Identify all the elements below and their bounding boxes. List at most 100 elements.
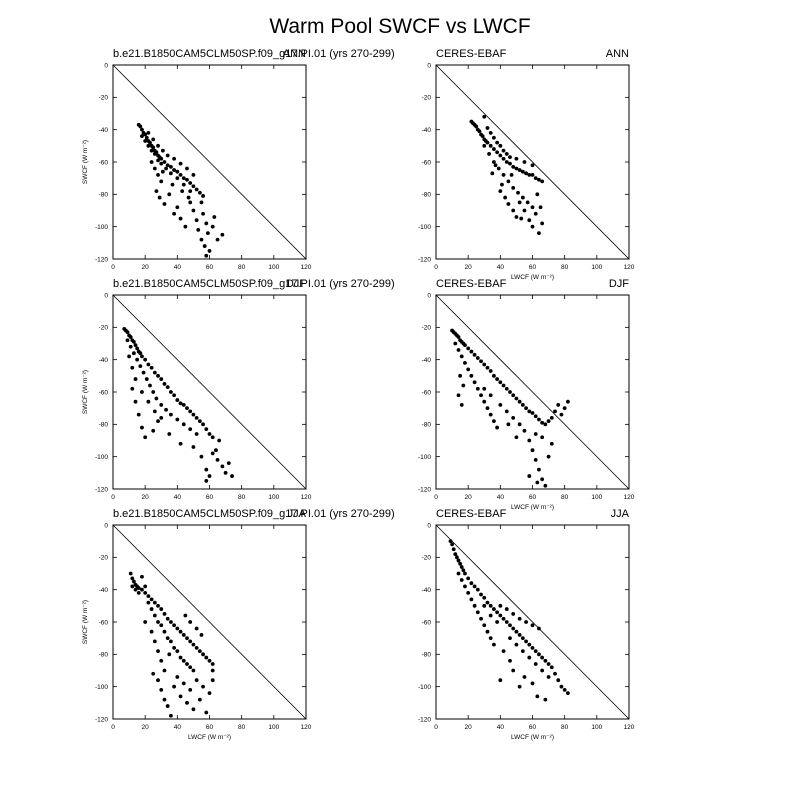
x-tick-label: 100 (591, 264, 602, 271)
data-point (463, 571, 467, 576)
y-tick-label: -100 (418, 224, 431, 231)
data-point (191, 642, 196, 647)
data-point (172, 645, 177, 650)
x-tick-label: 0 (111, 494, 115, 501)
data-point (181, 422, 186, 427)
data-point (207, 658, 212, 663)
panel-title-left: b.e21.B1850CAM5CLM50SP.f09_g17.PI.01 (yr… (113, 48, 395, 60)
data-point (524, 620, 528, 624)
data-point (492, 160, 496, 164)
data-point (522, 160, 527, 164)
panel-title-left: b.e21.B1850CAM5CLM50SP.f09_g17.PI.01 (yr… (113, 508, 395, 520)
data-point (175, 649, 180, 653)
data-point (533, 662, 538, 666)
data-point (151, 390, 156, 394)
y-tick-label: -120 (95, 486, 108, 493)
data-point (194, 678, 199, 683)
data-point (162, 382, 167, 386)
data-point (469, 581, 474, 586)
y-tick-label: -60 (99, 159, 109, 166)
data-point (527, 438, 532, 443)
data-point (181, 658, 186, 663)
data-point (162, 202, 167, 206)
data-point (504, 620, 509, 624)
data-point (517, 616, 522, 621)
data-point (162, 697, 167, 702)
data-point (197, 190, 202, 195)
data-point (172, 684, 177, 689)
data-point (514, 629, 519, 634)
panel-title-left: b.e21.B1850CAM5CLM50SP.f09_g17.PI.01 (yr… (113, 278, 395, 290)
data-point (201, 684, 205, 689)
y-tick-label: -60 (99, 389, 109, 396)
x-tick-label: 20 (142, 494, 150, 501)
data-point (453, 552, 458, 556)
data-point (498, 189, 503, 194)
data-point (517, 684, 522, 689)
data-point (530, 623, 535, 628)
data-point (488, 603, 493, 608)
data-point (207, 432, 212, 436)
data-point (169, 164, 173, 169)
data-point (498, 380, 503, 385)
data-point (197, 649, 202, 653)
x-axis-label: LWCF (W m⁻²) (188, 734, 231, 741)
data-point (210, 678, 215, 683)
data-point (128, 571, 133, 576)
x-tick-label: 60 (529, 724, 537, 731)
data-point (175, 205, 180, 210)
data-point (143, 591, 148, 595)
data-point (485, 140, 490, 145)
data-point (511, 626, 516, 631)
data-point (159, 658, 164, 663)
y-tick-label: -60 (422, 619, 432, 626)
data-point (172, 623, 177, 628)
data-point (149, 597, 154, 602)
data-point (156, 158, 160, 163)
data-point (156, 620, 160, 624)
data-point (204, 655, 209, 660)
data-point (508, 390, 512, 394)
data-point (485, 126, 490, 130)
data-point (204, 221, 209, 226)
data-point (162, 160, 167, 164)
data-point (188, 181, 193, 185)
data-point (135, 357, 140, 362)
scatter-panel-6: CERES-EBAF JJA 0 20 40 60 80 100 120 0 -20 -40 -60 -8… (418, 508, 635, 741)
data-point (495, 620, 500, 624)
data-point (501, 616, 506, 621)
data-point (487, 152, 491, 156)
y-tick-label: -100 (418, 684, 431, 691)
data-point (136, 591, 141, 595)
data-point (522, 428, 527, 433)
data-point (520, 195, 525, 200)
data-point (535, 694, 540, 699)
data-point (186, 195, 191, 200)
data-point (500, 182, 504, 187)
x-tick-label: 40 (174, 264, 182, 271)
data-point (540, 668, 545, 673)
scatter-panel-1: b.e21.B1850CAM5CLM50SP.f09_g17.PI.01 (yr… (82, 48, 395, 271)
data-point (533, 649, 538, 653)
data-point (140, 390, 144, 394)
data-point (167, 652, 172, 657)
y-tick-label: -40 (99, 127, 109, 134)
data-point (456, 335, 461, 339)
data-point (178, 216, 183, 221)
x-tick-label: 80 (561, 724, 569, 731)
data-point (537, 467, 541, 472)
panel-title-left: CERES-EBAF (436, 508, 507, 520)
reference-line (435, 64, 630, 260)
data-point (132, 339, 136, 344)
data-point (143, 435, 148, 440)
y-tick-label: -20 (422, 95, 432, 102)
data-point (517, 200, 522, 205)
data-point (194, 415, 199, 420)
data-point (188, 427, 193, 432)
data-point (492, 642, 496, 647)
data-point (143, 584, 148, 589)
x-tick-label: 60 (206, 264, 214, 271)
data-point (181, 176, 186, 181)
data-point (152, 600, 157, 605)
x-tick-label: 0 (434, 724, 438, 731)
